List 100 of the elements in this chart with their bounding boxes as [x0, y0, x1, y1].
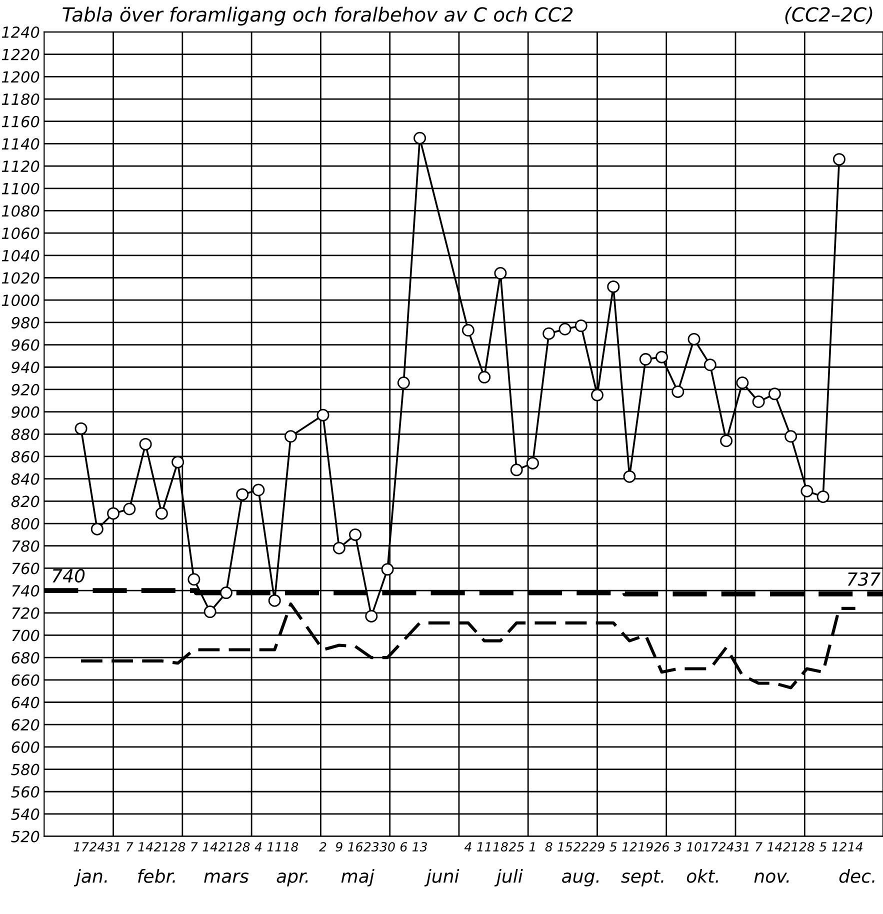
x2-tick-label: juli — [494, 868, 523, 886]
y-tick-label: 800 — [11, 518, 40, 530]
x2-tick-label: maj — [341, 868, 374, 886]
x-tick-label: 1 — [529, 842, 535, 852]
x-tick-label: 19 — [638, 842, 653, 852]
y-tick-label: 540 — [11, 808, 40, 820]
x-tick-label: 17 — [702, 842, 718, 852]
point — [397, 376, 410, 390]
x-tick-label: 12 — [622, 842, 637, 852]
y-tick-label: 1240 — [2, 26, 40, 38]
x2-tick-label: sept. — [621, 870, 664, 886]
x-tick-label: 30 — [380, 842, 395, 852]
x-tick-label: 9 — [336, 842, 342, 852]
x-tick-label: 7 — [756, 842, 762, 852]
y-tick-label: 900 — [11, 406, 40, 418]
x-tick-label: 21 — [218, 842, 232, 852]
y-tick-label: 600 — [12, 741, 40, 753]
point — [736, 376, 749, 390]
x-tick-label: 21 — [782, 842, 797, 852]
x2-tick-label: jan. — [74, 868, 107, 886]
x-tick-label: 18 — [493, 842, 508, 852]
y-tick-label: 960 — [11, 339, 40, 351]
y-tick-label: 860 — [11, 450, 40, 463]
x-tick-label: 8 — [545, 842, 552, 852]
x-tick-label: 15 — [558, 842, 572, 852]
point — [349, 528, 362, 541]
x-tick-label: 4 — [464, 842, 472, 852]
x-tick-label: 6 — [400, 842, 408, 852]
point — [236, 488, 249, 501]
point — [800, 484, 814, 498]
x-tick-label: 28 — [234, 842, 250, 852]
x-tick-label: 10 — [686, 842, 702, 852]
point — [832, 153, 846, 166]
x-tick-label: 14 — [767, 842, 782, 852]
x-tick-label: 21 — [154, 842, 168, 852]
point — [784, 430, 798, 443]
x-tick-label: 16 — [348, 842, 363, 852]
y-tick-label: 660 — [12, 674, 40, 686]
x-tick-label: 31 — [105, 842, 120, 852]
x-tick-label: 7 — [191, 842, 198, 852]
point — [768, 388, 781, 400]
point — [478, 370, 491, 384]
x-tick-label: 14 — [138, 842, 153, 852]
y-tick-label: 820 — [11, 496, 40, 508]
y-tick-label: 880 — [11, 428, 40, 440]
x-tick-label: 13 — [412, 842, 427, 852]
x-tick-label: 24 — [718, 842, 734, 852]
point — [365, 610, 378, 622]
x2-tick-label: juni — [424, 868, 460, 886]
y-tick-label: 700 — [12, 630, 40, 642]
x-tick-label: 26 — [654, 842, 670, 852]
y-tick-label: 1080 — [2, 205, 40, 217]
data-label: 740 — [52, 568, 85, 583]
y-tick-label: 1140 — [2, 138, 40, 150]
y-tick-label: 780 — [12, 540, 40, 552]
x2-tick-label: apr. — [276, 872, 308, 886]
point — [252, 484, 265, 496]
x2-tick-label: nov. — [754, 872, 789, 883]
point — [268, 594, 281, 607]
y-tick-label: 1120 — [2, 160, 40, 172]
point — [188, 573, 200, 586]
x-tick-label: 14 — [848, 842, 862, 852]
x-tick-label: 5 — [610, 842, 617, 852]
data-label: 737 — [848, 572, 881, 586]
point — [607, 280, 620, 293]
point — [672, 385, 684, 398]
y-tick-label: 920 — [11, 384, 40, 396]
point — [704, 358, 716, 372]
y-tick-label: 1000 — [2, 294, 40, 306]
y-tick-label: 520 — [11, 830, 40, 842]
y-tick-label: 580 — [11, 764, 40, 776]
point — [204, 606, 216, 618]
x-tick-label: 12 — [832, 842, 846, 852]
point — [656, 350, 668, 364]
y-tick-label: 940 — [11, 362, 40, 374]
x-tick-label: 25 — [508, 842, 524, 852]
point — [558, 322, 572, 336]
point — [688, 332, 700, 346]
x2-tick-label: febr. — [138, 868, 175, 883]
x-tick-label: 28 — [799, 842, 814, 852]
point — [720, 434, 733, 448]
x2-tick-label: okt. — [686, 868, 718, 883]
x-tick-label: 31 — [734, 842, 748, 852]
point — [752, 396, 765, 408]
x-tick-label: 7 — [126, 842, 134, 852]
point — [381, 563, 394, 576]
point — [639, 353, 652, 366]
y-tick-label: 1060 — [2, 228, 40, 240]
point — [816, 490, 830, 503]
point — [542, 327, 556, 340]
y-tick-label: 1160 — [2, 116, 40, 128]
x-tick-label: 28 — [170, 842, 186, 852]
y-tick-label: 1200 — [2, 71, 40, 83]
y-tick-label: 760 — [12, 562, 40, 574]
y-tick-label: 1040 — [2, 250, 40, 262]
y-tick-label: 1180 — [2, 93, 40, 106]
x2-tick-label: aug. — [562, 872, 599, 886]
y-tick-label: 1020 — [2, 272, 40, 284]
x-tick-label: 14 — [202, 842, 218, 852]
point — [414, 132, 426, 144]
